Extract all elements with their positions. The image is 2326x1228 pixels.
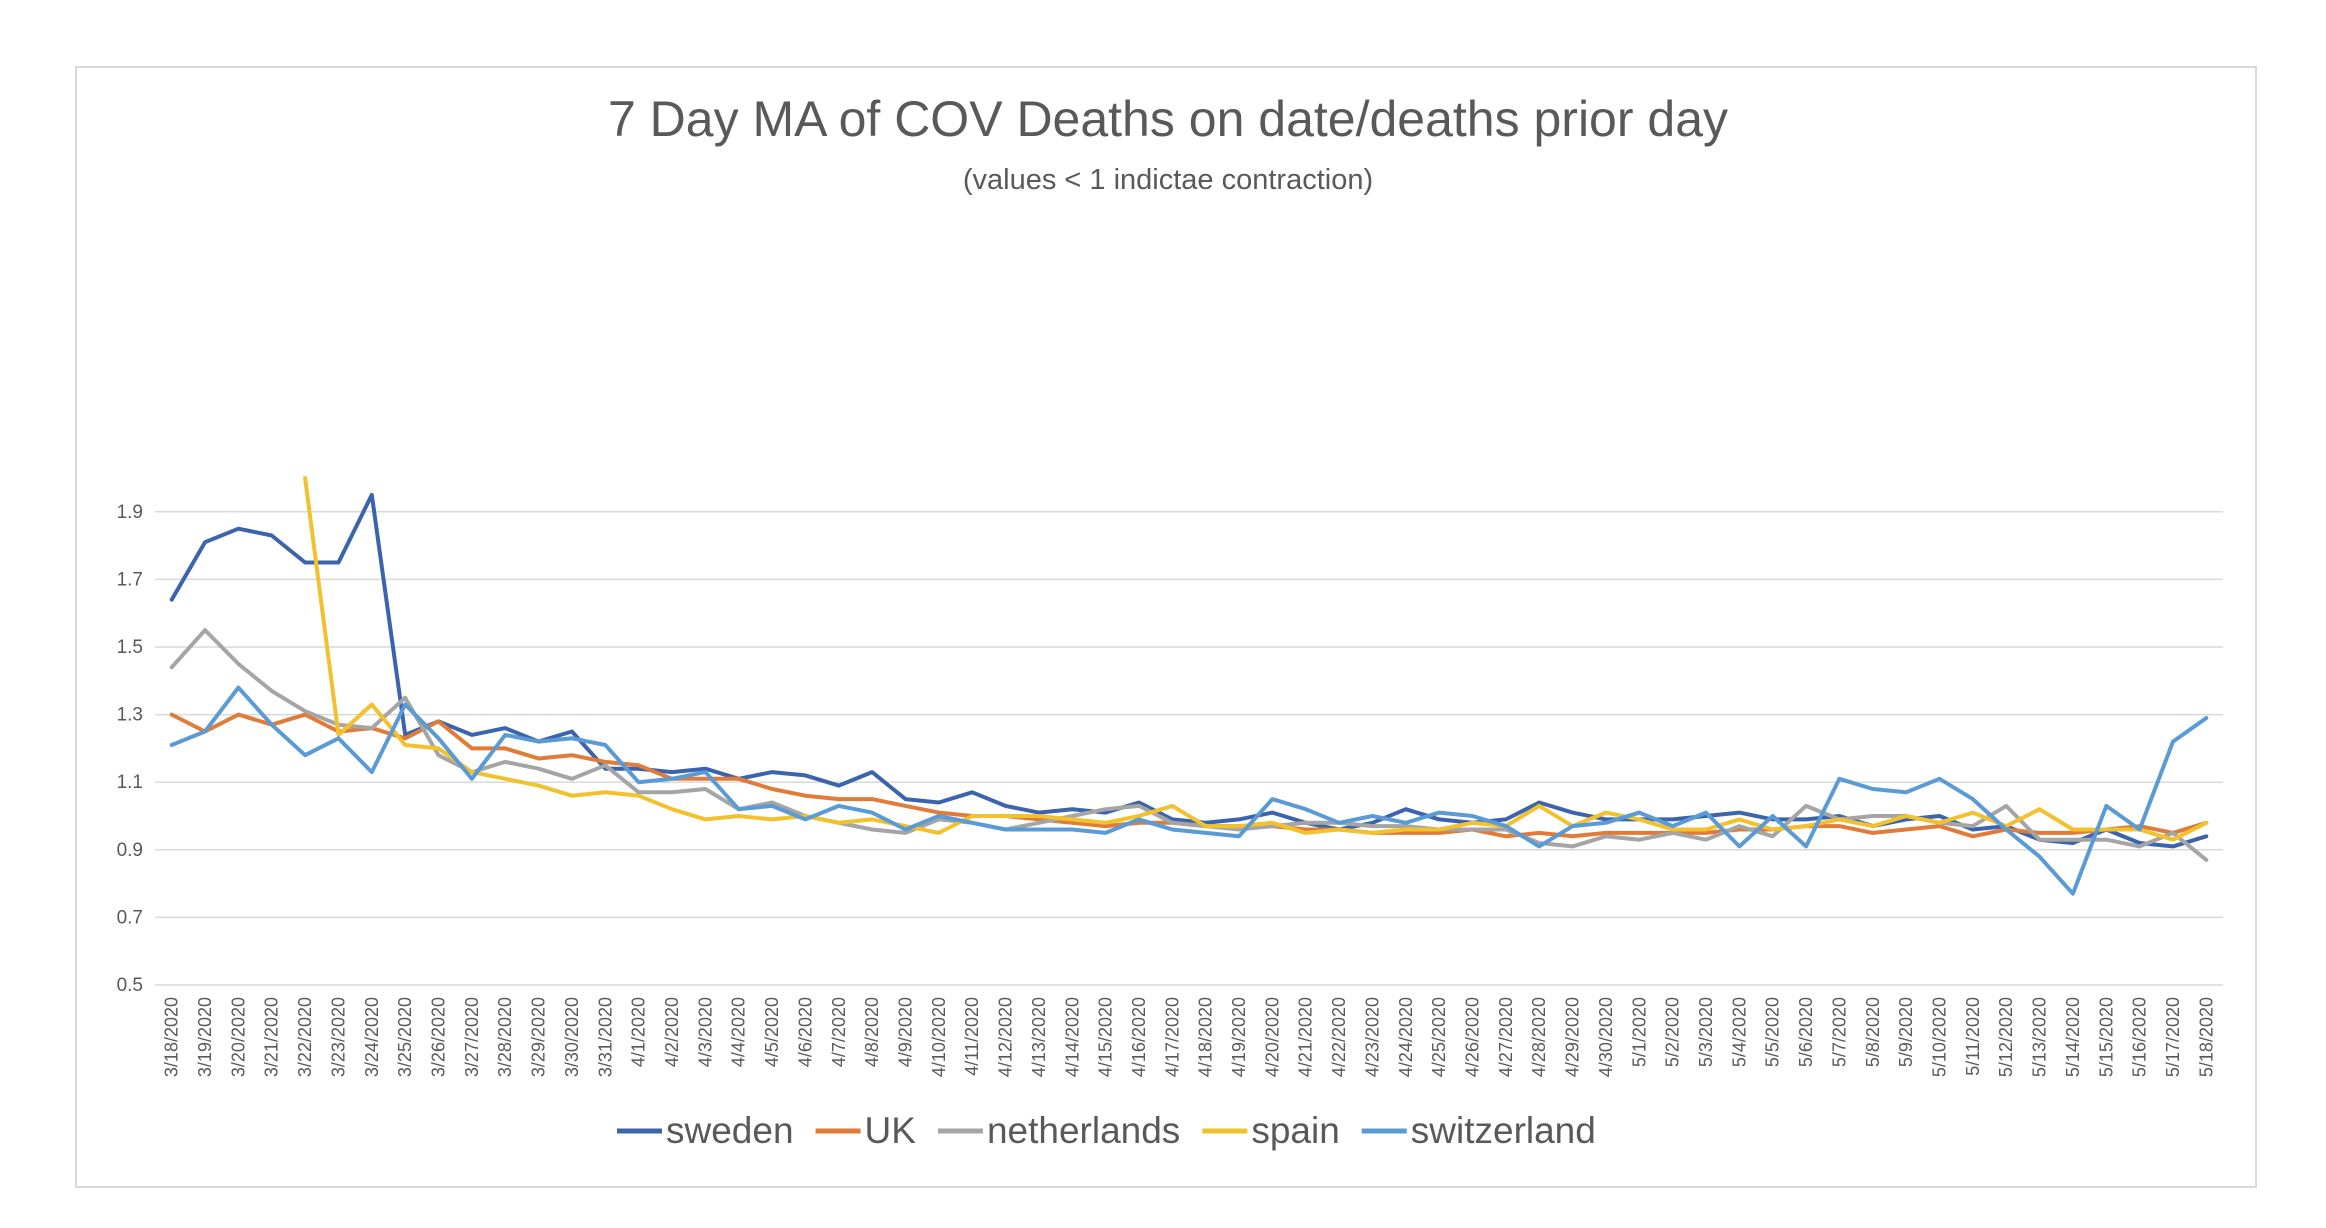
x-tick-label: 5/14/2020 bbox=[2063, 997, 2083, 1077]
x-tick-label: 3/21/2020 bbox=[262, 997, 282, 1077]
x-tick-label: 4/22/2020 bbox=[1329, 997, 1349, 1077]
series-line-netherlands bbox=[169, 628, 2209, 862]
x-tick-label: 5/7/2020 bbox=[1829, 997, 1849, 1067]
legend-label-sweden: sweden bbox=[666, 1110, 794, 1151]
x-tick-label: 4/14/2020 bbox=[1062, 997, 1082, 1077]
x-tick-label: 4/29/2020 bbox=[1563, 997, 1583, 1077]
x-tick-label: 5/4/2020 bbox=[1729, 997, 1749, 1067]
x-tick-label: 4/9/2020 bbox=[895, 997, 915, 1067]
chart-title: 7 Day MA of COV Deaths on date/deaths pr… bbox=[608, 91, 1728, 147]
x-tick-label: 5/17/2020 bbox=[2163, 997, 2183, 1077]
x-tick-label: 4/12/2020 bbox=[996, 997, 1016, 1077]
x-tick-label: 4/3/2020 bbox=[695, 997, 715, 1067]
x-tick-label: 4/17/2020 bbox=[1162, 997, 1182, 1077]
x-tick-label: 4/4/2020 bbox=[729, 997, 749, 1067]
x-tick-label: 3/29/2020 bbox=[529, 997, 549, 1077]
x-tick-label: 4/27/2020 bbox=[1496, 997, 1516, 1077]
chart-frame: 7 Day MA of COV Deaths on date/deaths pr… bbox=[75, 66, 2257, 1188]
x-tick-label: 5/8/2020 bbox=[1863, 997, 1883, 1067]
x-tick-label: 3/28/2020 bbox=[495, 997, 515, 1077]
x-tick-label: 4/21/2020 bbox=[1296, 997, 1316, 1077]
legend: sweden UK netherlands spain switzerland bbox=[617, 1110, 1596, 1151]
x-tick-label: 4/25/2020 bbox=[1429, 997, 1449, 1077]
y-tick-label: 0.9 bbox=[117, 840, 143, 861]
x-tick-label: 3/23/2020 bbox=[328, 997, 348, 1077]
x-tick-label: 4/5/2020 bbox=[762, 997, 782, 1067]
x-tick-label: 4/15/2020 bbox=[1096, 997, 1116, 1077]
legend-label-netherlands: netherlands bbox=[987, 1110, 1180, 1151]
y-tick-label: 1.7 bbox=[117, 569, 143, 590]
y-axis-ticks: 0.5 0.7 0.9 1.1 1.3 1.5 1.7 1.9 bbox=[117, 502, 143, 996]
x-tick-label: 5/2/2020 bbox=[1663, 997, 1683, 1067]
x-axis-ticks: 3/18/2020 3/19/2020 3/20/2020 3/21/2020 3/22… bbox=[162, 997, 2217, 1077]
series-lines bbox=[169, 476, 2209, 896]
x-tick-label: 5/3/2020 bbox=[1696, 997, 1716, 1067]
x-tick-label: 4/1/2020 bbox=[629, 997, 649, 1067]
x-tick-label: 3/30/2020 bbox=[562, 997, 582, 1077]
x-tick-label: 5/12/2020 bbox=[1996, 997, 2016, 1077]
x-tick-label: 4/13/2020 bbox=[1029, 997, 1049, 1077]
x-tick-label: 4/8/2020 bbox=[862, 997, 882, 1067]
gridlines bbox=[155, 511, 2223, 986]
x-tick-label: 4/30/2020 bbox=[1596, 997, 1616, 1077]
legend-label-switzerland: switzerland bbox=[1411, 1110, 1596, 1151]
y-tick-label: 1.5 bbox=[117, 637, 143, 658]
x-tick-label: 4/19/2020 bbox=[1229, 997, 1249, 1077]
x-tick-label: 4/24/2020 bbox=[1396, 997, 1416, 1077]
x-tick-label: 3/24/2020 bbox=[362, 997, 382, 1077]
y-tick-label: 1.1 bbox=[117, 772, 143, 793]
x-tick-label: 4/16/2020 bbox=[1129, 997, 1149, 1077]
x-tick-label: 3/20/2020 bbox=[228, 997, 248, 1077]
x-tick-label: 4/18/2020 bbox=[1196, 997, 1216, 1077]
x-tick-label: 5/15/2020 bbox=[2096, 997, 2116, 1077]
y-tick-label: 0.7 bbox=[117, 907, 143, 928]
x-tick-label: 5/11/2020 bbox=[1963, 997, 1983, 1076]
x-tick-label: 3/19/2020 bbox=[195, 997, 215, 1077]
x-tick-label: 5/9/2020 bbox=[1896, 997, 1916, 1067]
legend-label-spain: spain bbox=[1251, 1110, 1339, 1151]
x-tick-label: 3/26/2020 bbox=[429, 997, 449, 1077]
x-tick-label: 3/22/2020 bbox=[295, 997, 315, 1077]
x-tick-label: 4/26/2020 bbox=[1463, 997, 1483, 1077]
x-tick-label: 4/7/2020 bbox=[829, 997, 849, 1067]
y-tick-label: 0.5 bbox=[117, 975, 143, 996]
x-tick-label: 5/16/2020 bbox=[2130, 997, 2150, 1077]
x-tick-label: 3/25/2020 bbox=[395, 997, 415, 1077]
x-tick-label: 4/2/2020 bbox=[662, 997, 682, 1067]
series-line-switzerland bbox=[169, 685, 2209, 896]
x-tick-label: 5/18/2020 bbox=[2196, 997, 2216, 1077]
x-tick-label: 4/10/2020 bbox=[929, 997, 949, 1077]
series-line-spain bbox=[303, 476, 2209, 842]
chart-subtitle: (values < 1 indictae contraction) bbox=[963, 164, 1373, 196]
x-tick-label: 3/18/2020 bbox=[162, 997, 182, 1077]
x-tick-label: 4/6/2020 bbox=[795, 997, 815, 1067]
y-tick-label: 1.9 bbox=[117, 502, 143, 523]
chart-svg: 7 Day MA of COV Deaths on date/deaths pr… bbox=[117, 91, 2223, 1151]
x-tick-label: 5/6/2020 bbox=[1796, 997, 1816, 1067]
x-tick-label: 5/1/2020 bbox=[1629, 997, 1649, 1067]
x-tick-label: 4/20/2020 bbox=[1262, 997, 1282, 1077]
x-tick-label: 3/31/2020 bbox=[595, 997, 615, 1077]
legend-label-uk: UK bbox=[865, 1110, 917, 1151]
y-tick-label: 1.3 bbox=[117, 705, 143, 726]
x-tick-label: 5/13/2020 bbox=[2030, 997, 2050, 1077]
x-tick-label: 4/11/2020 bbox=[962, 997, 982, 1076]
x-tick-label: 4/23/2020 bbox=[1362, 997, 1382, 1077]
x-tick-label: 5/10/2020 bbox=[1929, 997, 1949, 1077]
x-tick-label: 5/5/2020 bbox=[1763, 997, 1783, 1067]
x-tick-label: 3/27/2020 bbox=[462, 997, 482, 1077]
x-tick-label: 4/28/2020 bbox=[1529, 997, 1549, 1077]
